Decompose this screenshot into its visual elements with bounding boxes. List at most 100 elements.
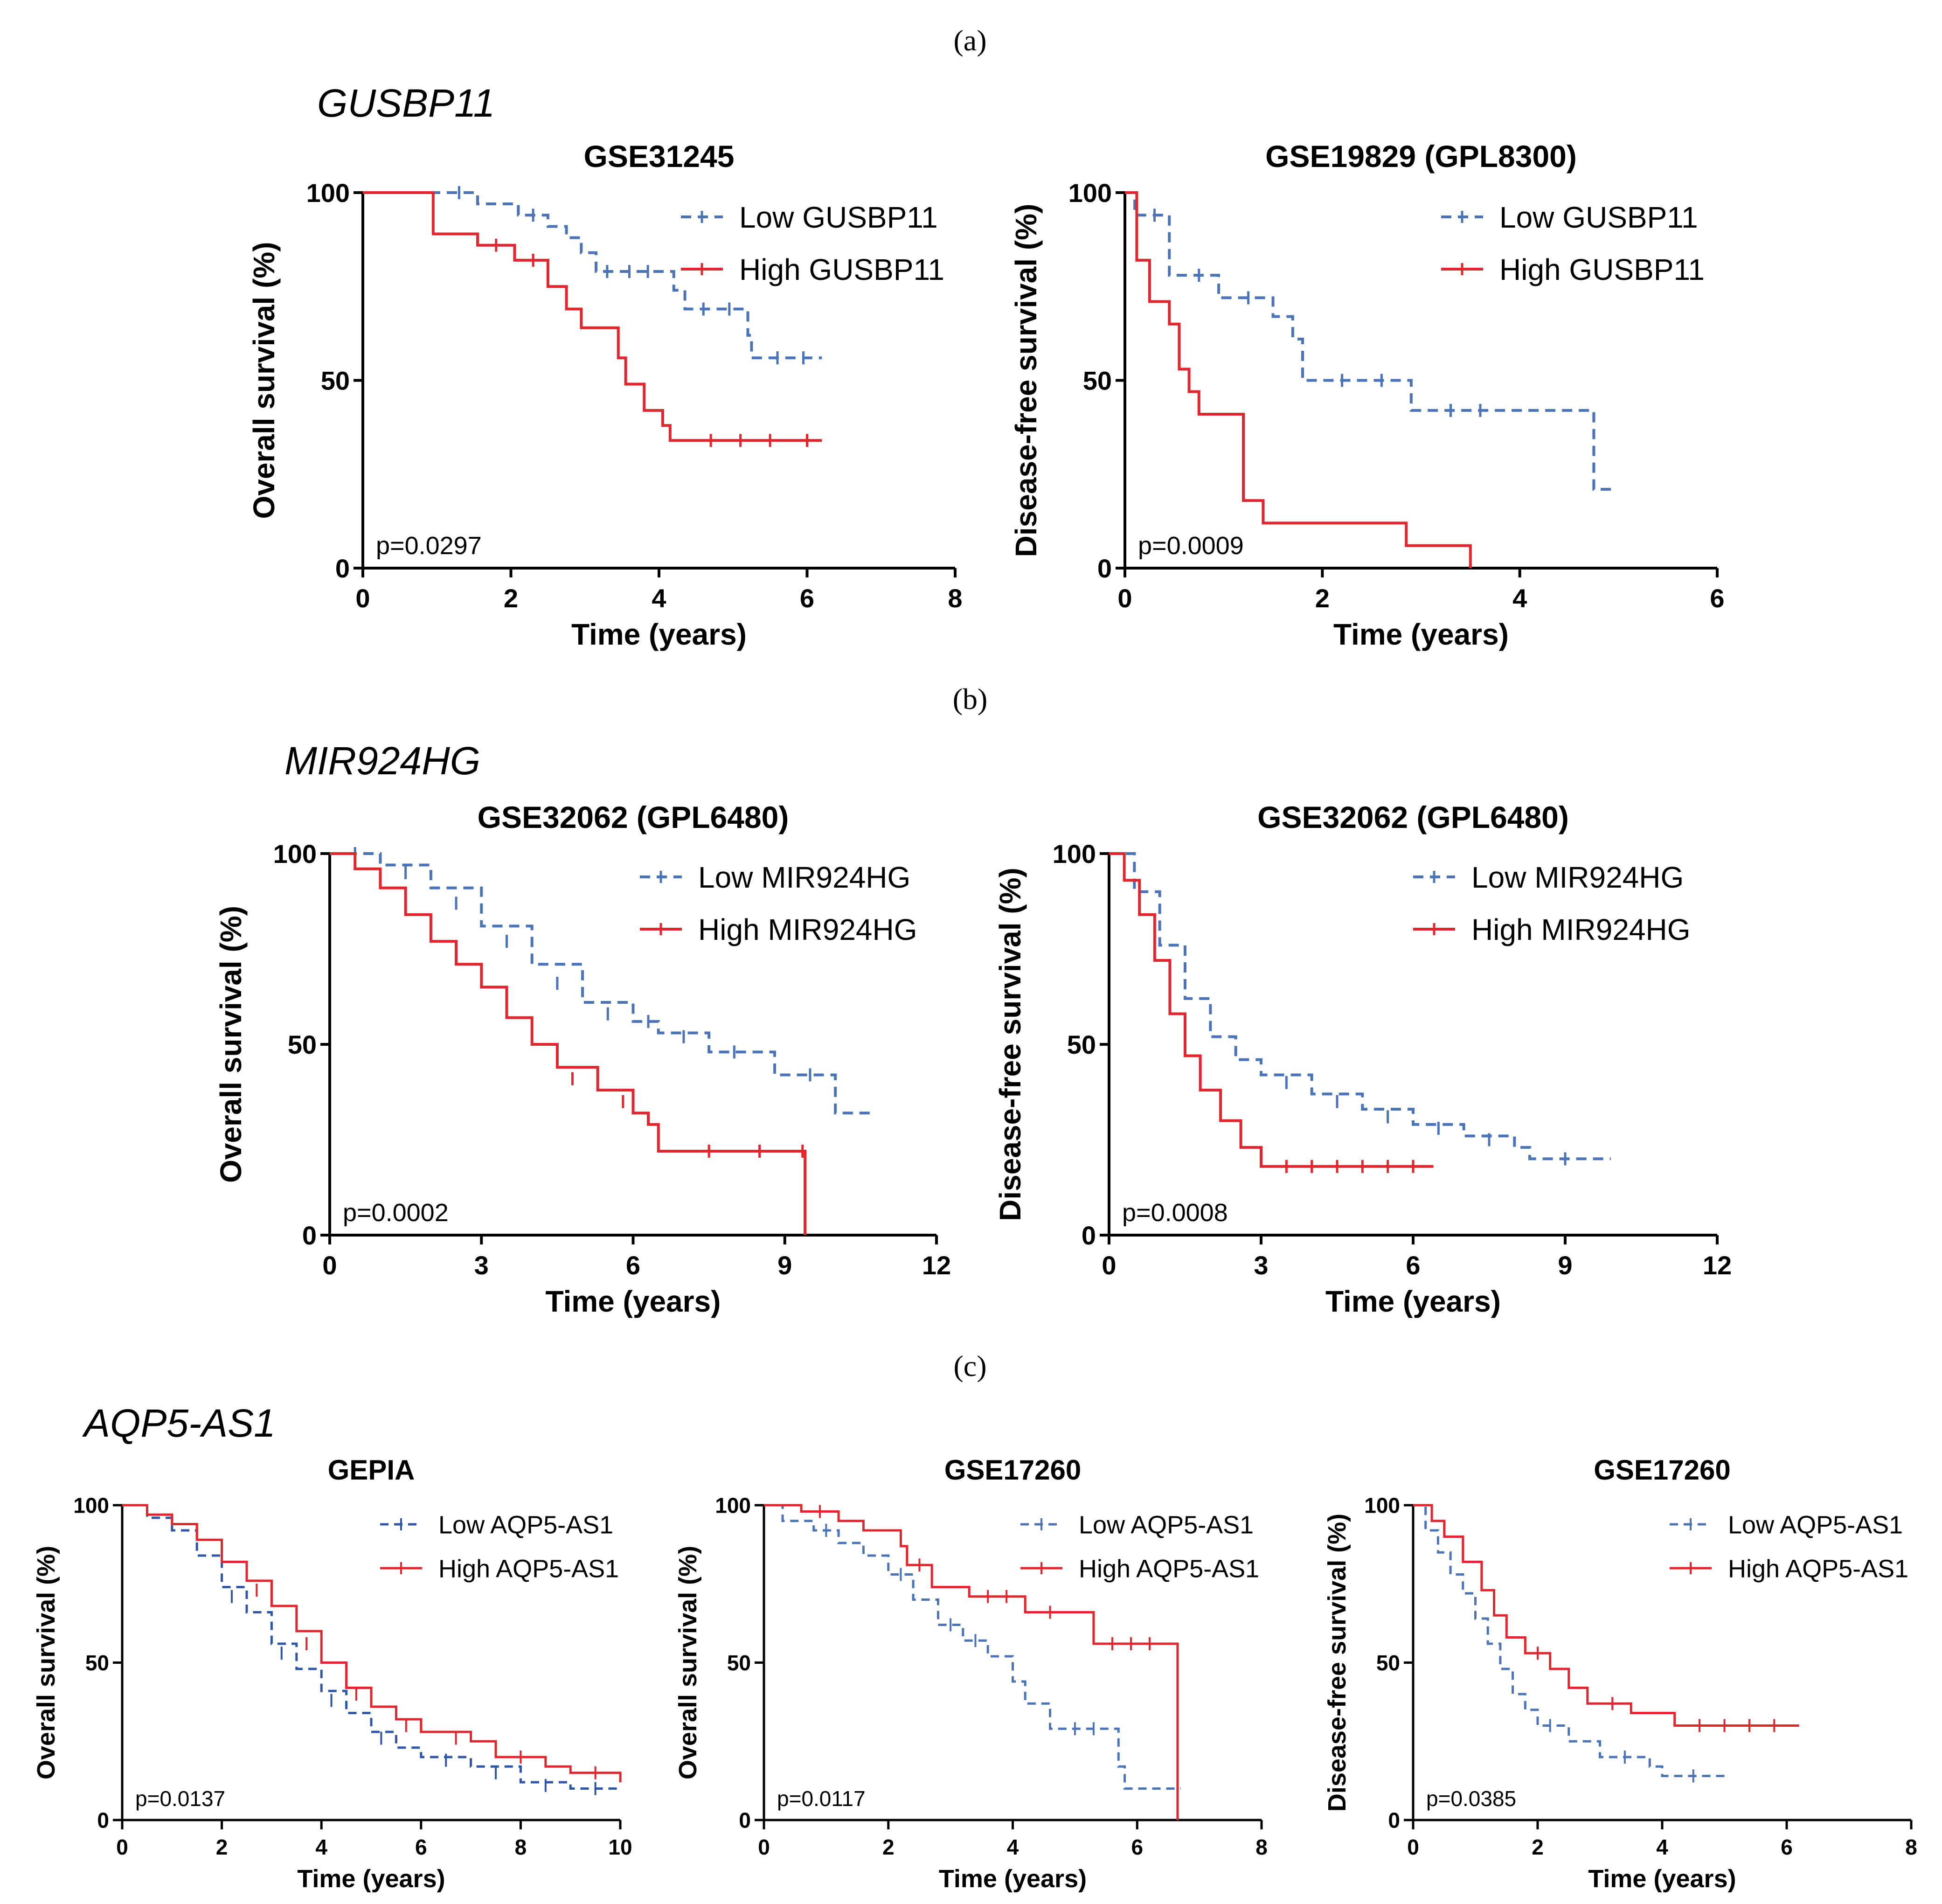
y-tick-label: 50 [321, 366, 350, 396]
legend-label: High AQP5-AS1 [1079, 1555, 1259, 1583]
x-tick-label: 12 [922, 1251, 951, 1280]
p-value-label: p=0.0002 [343, 1199, 449, 1227]
y-axis-title: Disease-free survival (%) [1323, 1514, 1351, 1812]
x-tick-label: 0 [1407, 1835, 1419, 1859]
gene-label-aqp5-as1: AQP5-AS1 [82, 1401, 276, 1445]
x-tick-label: 9 [777, 1251, 792, 1280]
km-curve-low [1125, 191, 1614, 491]
chart-title: GSE19829 (GPL8300) [1265, 139, 1577, 174]
y-tick-label: 100 [715, 1494, 751, 1518]
km-curve-low [1109, 852, 1611, 1160]
gene-label-gusbp11: GUSBP11 [317, 81, 495, 125]
x-tick-label: 9 [1558, 1251, 1572, 1280]
y-tick-label: 100 [1068, 178, 1112, 208]
x-tick-label: 4 [315, 1835, 327, 1859]
y-axis-title: Disease-free survival (%) [1009, 204, 1043, 557]
legend-label: Low GUSBP11 [1499, 201, 1698, 234]
y-tick-label: 100 [306, 178, 350, 208]
y-tick-label: 0 [1082, 1221, 1096, 1250]
panel-label-b: (b) [953, 682, 988, 716]
legend-label: High GUSBP11 [739, 253, 944, 286]
km-chart-7: GSE17260 0 2 4 6 8 0 50 100 Time (years) Disease-f… [1323, 1454, 1917, 1893]
km-chart-4: GSE32062 (GPL6480) 0 3 6 9 12 0 50 100 Time (year… [993, 800, 1732, 1318]
km-chart-6: GSE17260 0 2 4 6 8 0 50 100 Time (years) Overall s… [674, 1454, 1268, 1893]
chart-title: GSE32062 (GPL6480) [1257, 800, 1569, 834]
legend-label: High AQP5-AS1 [1728, 1555, 1908, 1583]
km-curve-high [1109, 852, 1434, 1168]
km-curve-high [764, 1504, 1179, 1820]
y-tick-label: 0 [739, 1808, 751, 1833]
km-chart-2: GSE19829 (GPL8300) 0 2 4 6 0 50 100 Time (years)… [1009, 139, 1725, 651]
x-axis-title: Time (years) [939, 1865, 1087, 1893]
chart-title: GSE17260 [944, 1454, 1082, 1486]
x-tick-label: 6 [1131, 1835, 1143, 1859]
p-value-label: p=0.0117 [777, 1786, 866, 1811]
x-tick-label: 6 [415, 1835, 427, 1859]
gene-label-mir924hg: MIR924HG [284, 739, 480, 783]
y-tick-label: 100 [1053, 839, 1096, 869]
legend-label: Low MIR924HG [1471, 861, 1684, 894]
x-tick-label: 12 [1703, 1251, 1732, 1280]
legend-label: High MIR924HG [1471, 913, 1691, 946]
x-tick-label: 6 [626, 1251, 640, 1280]
km-curve-low [363, 191, 822, 360]
x-tick-label: 3 [474, 1251, 489, 1280]
x-tick-label: 2 [1532, 1835, 1544, 1859]
x-axis-title: Time (years) [1588, 1865, 1736, 1893]
y-tick-label: 0 [302, 1221, 317, 1250]
x-axis-title: Time (years) [571, 618, 747, 651]
y-axis-title: Overall survival (%) [32, 1546, 60, 1779]
x-tick-label: 8 [515, 1835, 527, 1859]
y-tick-label: 50 [1376, 1651, 1400, 1675]
p-value-label: p=0.0137 [135, 1786, 225, 1811]
y-tick-label: 50 [1067, 1030, 1096, 1059]
y-axis-title: Overall survival (%) [247, 242, 281, 519]
y-tick-label: 100 [1364, 1494, 1400, 1518]
y-axis-title: Overall survival (%) [674, 1546, 702, 1779]
x-tick-label: 6 [1710, 584, 1724, 613]
x-tick-label: 4 [1656, 1835, 1668, 1859]
y-axis-title: Disease-free survival (%) [993, 868, 1027, 1221]
km-curve-low [764, 1504, 1181, 1790]
x-tick-label: 2 [216, 1835, 228, 1859]
km-chart-1: GSE31245 0 2 4 6 8 0 50 100 Time (years) Overall s… [247, 139, 963, 651]
y-tick-label: 50 [288, 1030, 317, 1059]
x-tick-label: 6 [1781, 1835, 1793, 1859]
y-tick-label: 0 [335, 554, 350, 583]
chart-title: GSE32062 (GPL6480) [478, 800, 789, 834]
y-tick-label: 100 [73, 1494, 109, 1518]
y-tick-label: 50 [85, 1651, 109, 1675]
x-tick-label: 4 [652, 584, 666, 613]
x-tick-label: 10 [608, 1835, 632, 1859]
panel-label-c: (c) [953, 1349, 986, 1383]
x-tick-label: 0 [1102, 1251, 1116, 1280]
p-value-label: p=0.0385 [1426, 1786, 1516, 1811]
p-value-label: p=0.0009 [1138, 532, 1244, 560]
y-tick-label: 0 [1097, 554, 1112, 583]
y-tick-label: 50 [1083, 366, 1112, 396]
y-tick-label: 100 [273, 839, 317, 869]
x-tick-label: 4 [1007, 1835, 1019, 1859]
y-tick-label: 50 [727, 1651, 751, 1675]
x-axis-title: Time (years) [1325, 1285, 1501, 1318]
x-tick-label: 0 [1117, 584, 1132, 613]
legend-label: High MIR924HG [698, 913, 917, 946]
chart-title: GSE31245 [584, 139, 735, 174]
km-curve-low [122, 1504, 620, 1790]
legend-label: Low GUSBP11 [739, 201, 938, 234]
km-curve-high [1413, 1504, 1799, 1727]
km-curve-high [330, 852, 807, 1235]
km-curve-high [1125, 191, 1472, 568]
y-tick-label: 0 [1388, 1808, 1400, 1833]
x-tick-label: 0 [116, 1835, 128, 1859]
x-tick-label: 2 [504, 584, 518, 613]
legend-label: Low AQP5-AS1 [438, 1511, 613, 1539]
legend-label: High GUSBP11 [1499, 253, 1705, 286]
x-tick-label: 8 [1255, 1835, 1268, 1859]
x-axis-title: Time (years) [297, 1865, 445, 1893]
y-axis-title: Overall survival (%) [214, 906, 248, 1183]
km-curve-high [363, 191, 822, 442]
